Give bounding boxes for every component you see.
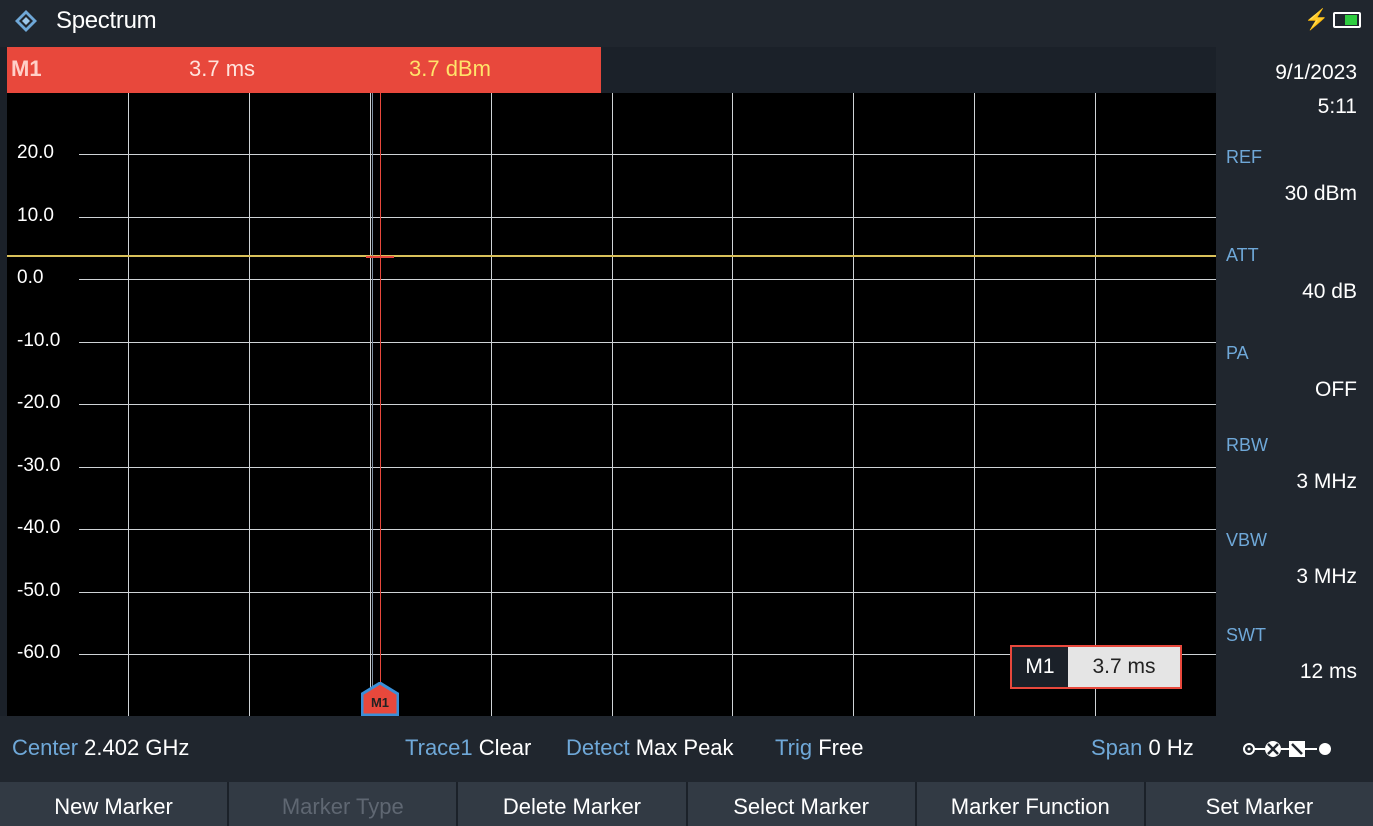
y-tick-label: -30.0 — [17, 455, 61, 476]
gridline-vertical — [370, 93, 371, 716]
softkey-2[interactable]: Delete Marker — [458, 782, 686, 826]
battery-icon — [1333, 12, 1361, 28]
param-value-1[interactable]: 40 dB — [1302, 280, 1357, 303]
time-display: 5:11 — [1317, 95, 1357, 118]
param-label-2: PA — [1226, 343, 1249, 363]
marker-value-box[interactable]: M1 3.7 ms — [1010, 645, 1182, 689]
gridline-horizontal — [79, 279, 1216, 280]
y-tick-label: 0.0 — [17, 267, 44, 288]
param-value-3[interactable]: 3 MHz — [1296, 470, 1357, 493]
softkey-3[interactable]: Select Marker — [687, 782, 915, 826]
title-bar: Spectrum ⚡ — [0, 0, 1373, 47]
gridline-vertical — [1095, 93, 1096, 716]
span-value: 0 Hz — [1148, 735, 1194, 760]
app-title: Spectrum — [56, 7, 157, 34]
gridline-horizontal — [79, 217, 1216, 218]
center-label: Center — [12, 735, 79, 760]
marker-readout[interactable]: M1 3.7 ms 3.7 dBm — [7, 47, 601, 93]
date-display: 9/1/2023 — [1275, 61, 1357, 84]
trig-label: Trig — [775, 735, 813, 760]
trig-value: Free — [818, 735, 864, 760]
gridline-horizontal — [79, 654, 1216, 655]
status-icons: ⚡ — [1304, 10, 1361, 30]
gridline-vertical — [732, 93, 733, 716]
param-label-5: SWT — [1226, 625, 1266, 645]
gridline-horizontal — [79, 467, 1216, 468]
connection-status-icon — [1243, 741, 1331, 757]
status-bar: Center 2.402 GHz Trace1 Clear Detect Max… — [0, 716, 1373, 782]
softkey-4[interactable]: Marker Function — [916, 782, 1144, 826]
detector-setting[interactable]: Detect Max Peak — [566, 735, 734, 761]
marker-tag[interactable]: M1 — [360, 681, 400, 716]
y-tick-label: -10.0 — [17, 330, 61, 351]
detect-label: Detect — [566, 735, 630, 760]
gridline-horizontal — [79, 404, 1216, 405]
trace-line — [7, 255, 1216, 257]
span-setting[interactable]: Span 0 Hz — [1091, 735, 1194, 761]
detect-value: Max Peak — [635, 735, 734, 760]
charging-icon: ⚡ — [1304, 9, 1329, 31]
y-tick-label: -60.0 — [17, 642, 61, 663]
marker-readout-y: 3.7 dBm — [409, 56, 491, 81]
trigger-setting[interactable]: Trig Free — [775, 735, 863, 761]
param-label-1: ATT — [1226, 245, 1259, 265]
y-tick-label: -20.0 — [17, 392, 61, 413]
gridline-horizontal — [79, 342, 1216, 343]
gridline-horizontal — [79, 154, 1216, 155]
marker-readout-label: M1 — [11, 56, 42, 81]
softkey-1[interactable]: Marker Type — [229, 782, 457, 826]
marker-readout-x: 3.7 ms — [189, 56, 256, 81]
gridline-horizontal — [79, 592, 1216, 593]
center-value: 2.402 GHz — [84, 735, 190, 760]
gridline-horizontal — [79, 529, 1216, 530]
y-tick-label: 10.0 — [17, 205, 54, 226]
softkey-0[interactable]: New Marker — [0, 782, 228, 826]
gridline-vertical — [974, 93, 975, 716]
gridline-vertical — [612, 93, 613, 716]
y-tick-label: -40.0 — [17, 517, 61, 538]
marker-value-box-value: 3.7 ms — [1068, 647, 1180, 687]
softkey-bar: New Marker Marker Type Delete Marker Select… — [0, 782, 1373, 826]
settings-side-panel: 9/1/2023 5:11 REF 30 dBm ATT 40 dB PA OFF RBW 3… — [1216, 47, 1373, 716]
span-label: Span — [1091, 735, 1143, 760]
param-value-5[interactable]: 12 ms — [1299, 660, 1357, 683]
gridline-vertical — [128, 93, 129, 716]
y-tick-label: 20.0 — [17, 142, 54, 163]
param-value-0[interactable]: 30 dBm — [1284, 182, 1357, 205]
trace-setting[interactable]: Trace1 Clear — [405, 735, 531, 761]
marker-value-box-label: M1 — [1012, 647, 1068, 687]
param-label-3: RBW — [1226, 435, 1268, 455]
marker-line[interactable] — [380, 93, 381, 716]
gridline-vertical — [491, 93, 492, 716]
spectrum-plot[interactable]: M1 3.7 ms 20.0 10.0 0.0 -10.0 -20.0 -30.0 -40.… — [7, 93, 1216, 716]
marker-bar: M1 3.7 ms 3.7 dBm — [7, 47, 1216, 93]
center-frequency[interactable]: Center 2.402 GHz — [12, 735, 189, 761]
param-value-4[interactable]: 3 MHz — [1296, 565, 1357, 588]
spectrum-app-icon — [15, 10, 37, 32]
trace-label: Trace1 — [405, 735, 473, 760]
gridline-vertical — [853, 93, 854, 716]
trace-value: Clear — [478, 735, 532, 760]
marker-tag-shape — [360, 681, 400, 716]
param-label-4: VBW — [1226, 530, 1268, 550]
param-label-0: REF — [1226, 147, 1262, 167]
marker-tag-label: M1 — [370, 695, 390, 710]
param-value-2[interactable]: OFF — [1315, 378, 1357, 401]
marker-crosshair — [366, 256, 394, 258]
marker-line-shadow — [372, 93, 373, 716]
gridline-vertical — [249, 93, 250, 716]
y-tick-label: -50.0 — [17, 580, 61, 601]
softkey-5[interactable]: Set Marker — [1145, 782, 1373, 826]
